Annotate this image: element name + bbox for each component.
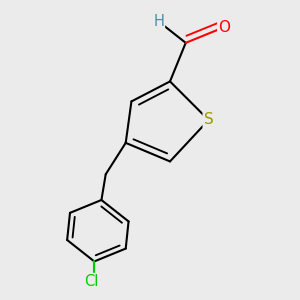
Text: S: S (204, 112, 213, 128)
Text: O: O (218, 20, 230, 34)
Text: Cl: Cl (84, 274, 99, 289)
Text: H: H (153, 14, 164, 29)
